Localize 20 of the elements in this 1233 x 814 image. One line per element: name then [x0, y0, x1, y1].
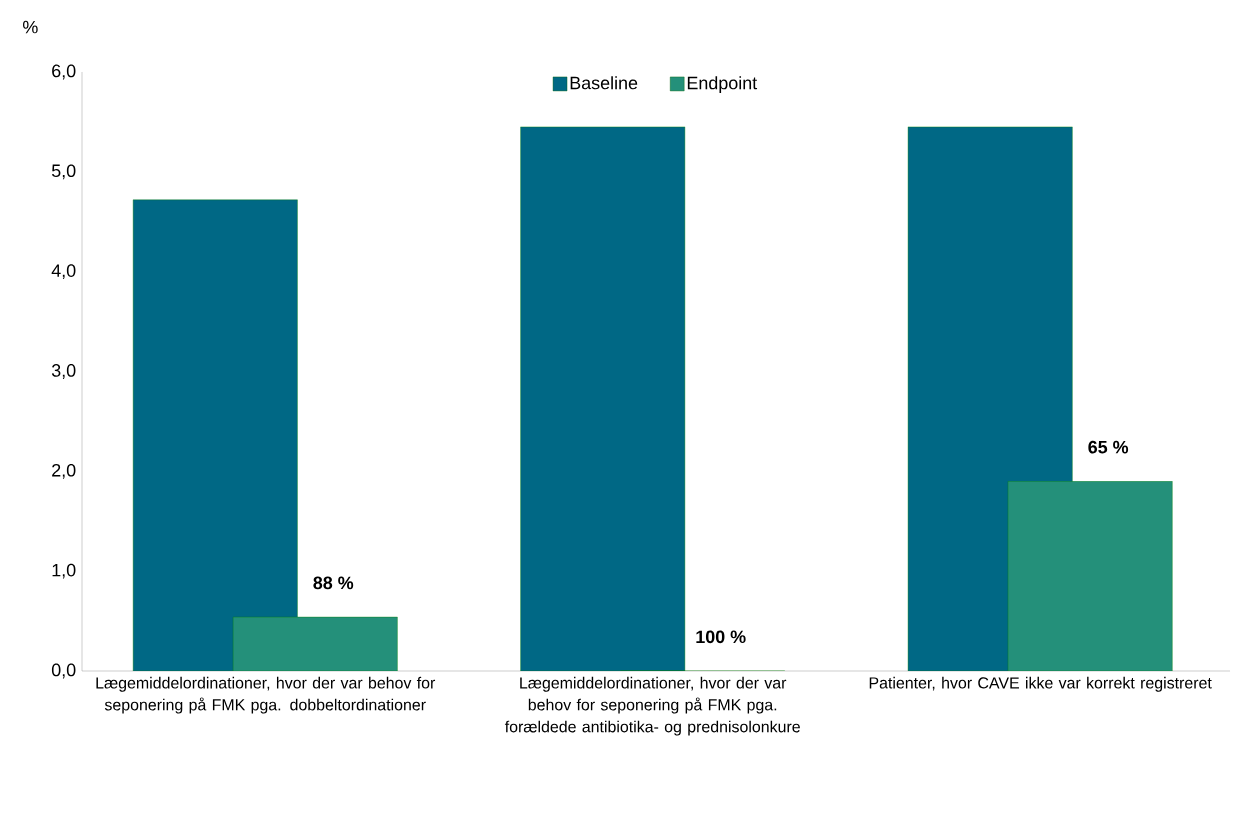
x-tick-label: Patienter, hvor CAVE ikke var korrekt registreret — [869, 676, 1212, 692]
x-tick-label: Lægemiddelordinationer, hvor der var behov for seponering på FMK pga. forældede antibiotika- og prednisolonkure — [504, 676, 800, 736]
annotation: 100 % — [696, 630, 746, 644]
bar — [1007, 481, 1173, 671]
bar — [132, 199, 298, 671]
legend-label: Baseline — [570, 76, 638, 90]
y-tick-label: 5,0 — [51, 164, 76, 180]
bar — [520, 126, 686, 671]
annotation: 88 % — [313, 576, 354, 590]
y-tick-label: 3,0 — [51, 364, 76, 379]
y-tick-label: 2,0 — [52, 463, 76, 479]
annotation: 65 % — [1088, 440, 1129, 454]
y-tick-label: 0,0 — [51, 663, 76, 679]
legend-label: Endpoint — [687, 76, 758, 93]
x-tick-label: Lægemiddelordinationer, hvor der var behov for seponering på FMK pga. dobbeltordinationer — [96, 676, 436, 714]
y-tick-label: 1,0 — [52, 563, 76, 579]
y-tick-label: 4,0 — [51, 264, 76, 280]
y-tick-label: 6,0 — [52, 64, 76, 80]
bar — [232, 616, 398, 671]
y-axis-title: % — [23, 20, 38, 34]
